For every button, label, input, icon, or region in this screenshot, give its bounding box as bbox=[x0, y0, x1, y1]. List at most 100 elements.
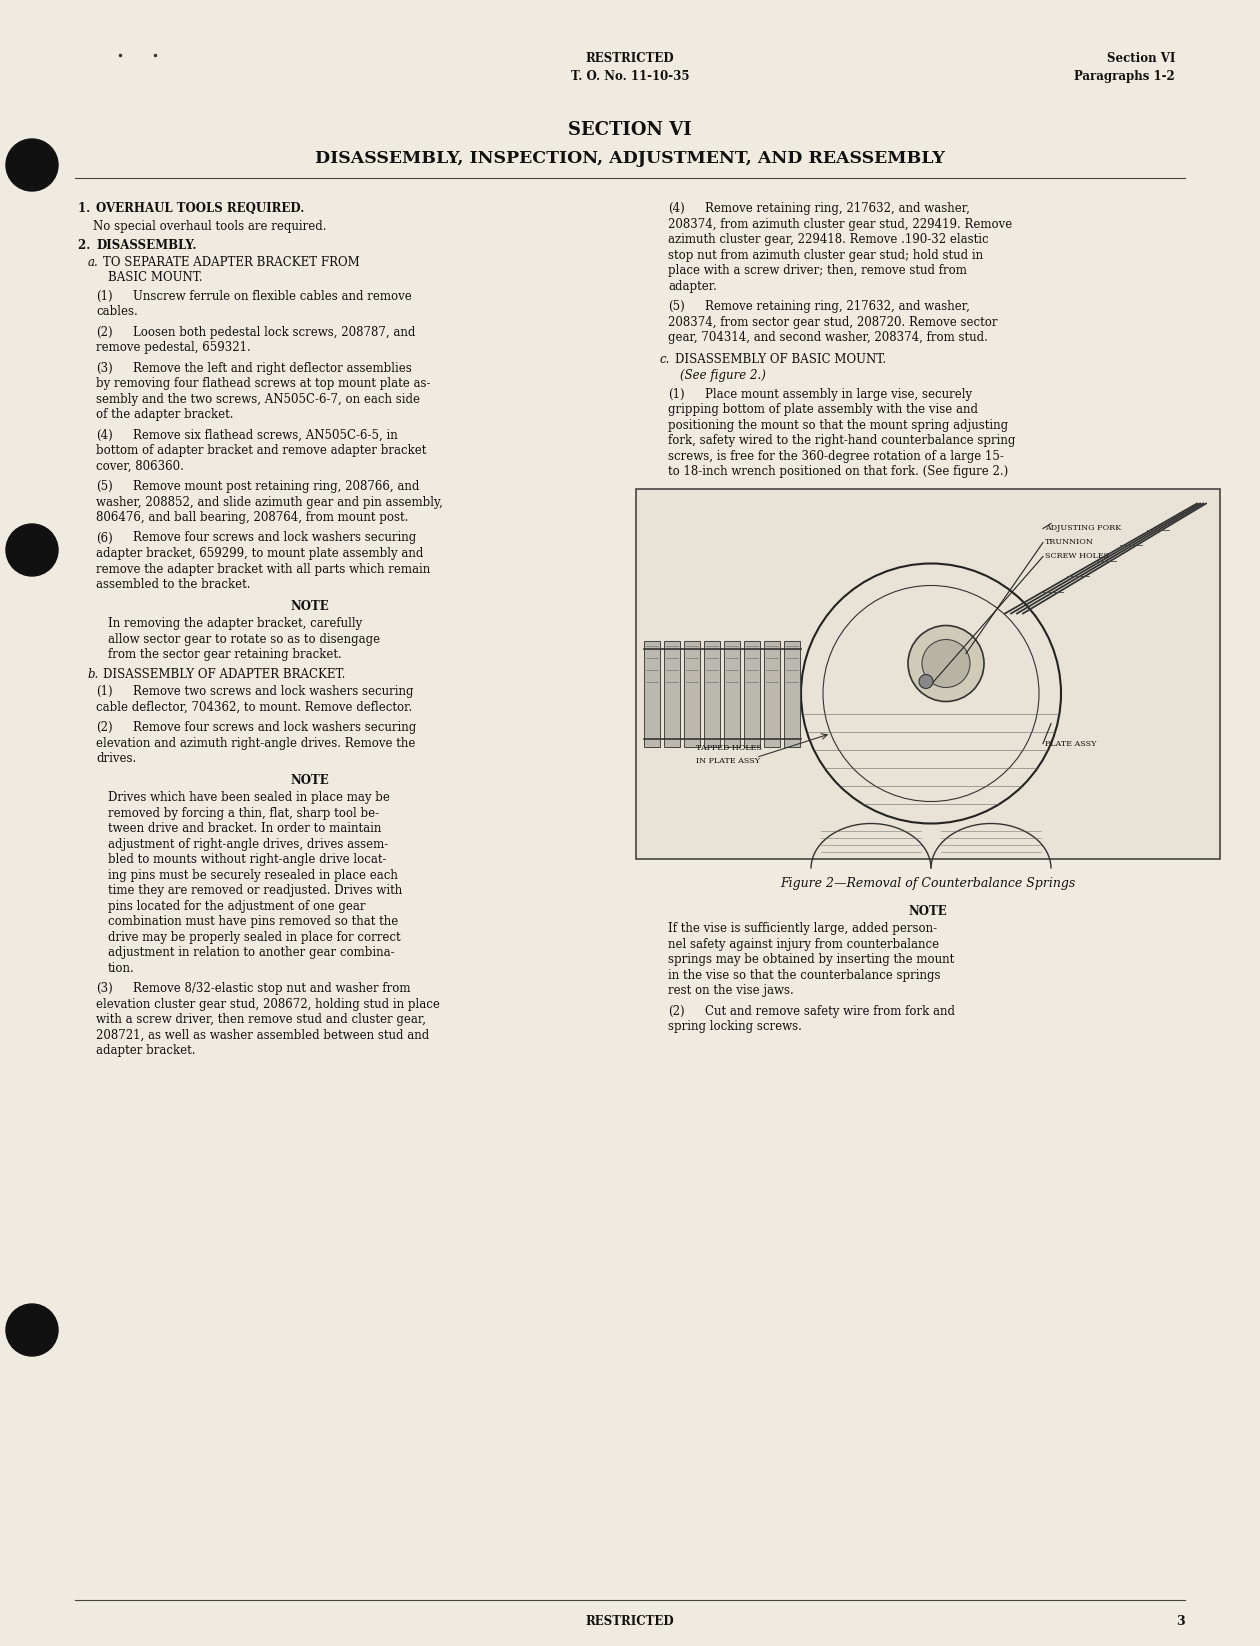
Text: Remove retaining ring, 217632, and washer,: Remove retaining ring, 217632, and washe… bbox=[706, 300, 970, 313]
Text: IN PLATE ASSY: IN PLATE ASSY bbox=[696, 757, 760, 764]
FancyBboxPatch shape bbox=[636, 489, 1220, 859]
Text: DISASSEMBLY, INSPECTION, ADJUSTMENT, AND REASSEMBLY: DISASSEMBLY, INSPECTION, ADJUSTMENT, AND… bbox=[315, 150, 945, 166]
Text: T. O. No. 11-10-35: T. O. No. 11-10-35 bbox=[571, 69, 689, 82]
Text: remove pedestal, 659321.: remove pedestal, 659321. bbox=[96, 341, 251, 354]
Circle shape bbox=[6, 523, 58, 576]
Text: (2): (2) bbox=[96, 326, 112, 339]
Text: cable deflector, 704362, to mount. Remove deflector.: cable deflector, 704362, to mount. Remov… bbox=[96, 701, 412, 713]
Text: to 18-inch wrench positioned on that fork. (See figure 2.): to 18-inch wrench positioned on that for… bbox=[668, 466, 1008, 477]
Text: Section VI: Section VI bbox=[1106, 51, 1176, 64]
Text: combination must have pins removed so that the: combination must have pins removed so th… bbox=[108, 915, 398, 928]
Text: adjustment of right-angle drives, drives assem-: adjustment of right-angle drives, drives… bbox=[108, 838, 388, 851]
Text: RESTRICTED: RESTRICTED bbox=[586, 1615, 674, 1628]
Text: remove the adapter bracket with all parts which remain: remove the adapter bracket with all part… bbox=[96, 563, 430, 576]
Circle shape bbox=[919, 675, 932, 688]
Text: BASIC MOUNT.: BASIC MOUNT. bbox=[108, 272, 203, 285]
Text: 3: 3 bbox=[1177, 1615, 1184, 1628]
Text: Loosen both pedestal lock screws, 208787, and: Loosen both pedestal lock screws, 208787… bbox=[134, 326, 416, 339]
Text: bottom of adapter bracket and remove adapter bracket: bottom of adapter bracket and remove ada… bbox=[96, 444, 426, 458]
Text: 208374, from azimuth cluster gear stud, 229419. Remove: 208374, from azimuth cluster gear stud, … bbox=[668, 217, 1012, 230]
Text: cables.: cables. bbox=[96, 305, 137, 318]
Text: (1): (1) bbox=[96, 685, 112, 698]
Text: a.: a. bbox=[88, 255, 98, 268]
Circle shape bbox=[6, 1304, 58, 1356]
Text: tion.: tion. bbox=[108, 961, 135, 974]
Text: rest on the vise jaws.: rest on the vise jaws. bbox=[668, 984, 794, 997]
Text: SECTION VI: SECTION VI bbox=[568, 122, 692, 138]
Text: (2): (2) bbox=[668, 1004, 684, 1017]
Text: NOTE: NOTE bbox=[291, 774, 329, 787]
Text: PLATE ASSY: PLATE ASSY bbox=[1045, 739, 1096, 747]
Text: elevation cluster gear stud, 208672, holding stud in place: elevation cluster gear stud, 208672, hol… bbox=[96, 997, 440, 1011]
Text: Figure 2—Removal of Counterbalance Springs: Figure 2—Removal of Counterbalance Sprin… bbox=[780, 877, 1076, 889]
Text: removed by forcing a thin, flat, sharp tool be-: removed by forcing a thin, flat, sharp t… bbox=[108, 807, 379, 820]
Text: 806476, and ball bearing, 208764, from mount post.: 806476, and ball bearing, 208764, from m… bbox=[96, 510, 408, 523]
Text: Cut and remove safety wire from fork and: Cut and remove safety wire from fork and bbox=[706, 1004, 955, 1017]
Text: NOTE: NOTE bbox=[908, 905, 948, 917]
Text: b.: b. bbox=[88, 668, 100, 680]
Text: (See figure 2.): (See figure 2.) bbox=[680, 369, 766, 382]
Text: Remove the left and right deflector assemblies: Remove the left and right deflector asse… bbox=[134, 362, 412, 375]
Circle shape bbox=[922, 640, 970, 688]
Text: adapter.: adapter. bbox=[668, 280, 717, 293]
Bar bbox=[684, 640, 701, 747]
Text: NOTE: NOTE bbox=[291, 599, 329, 612]
Text: of the adapter bracket.: of the adapter bracket. bbox=[96, 408, 233, 421]
Text: (1): (1) bbox=[96, 290, 112, 303]
Text: SCREW HOLES: SCREW HOLES bbox=[1045, 553, 1109, 561]
Bar bbox=[638, 489, 1218, 858]
Bar bbox=[704, 640, 719, 747]
Text: (2): (2) bbox=[96, 721, 112, 734]
Text: place with a screw driver; then, remove stud from: place with a screw driver; then, remove … bbox=[668, 263, 966, 277]
Text: washer, 208852, and slide azimuth gear and pin assembly,: washer, 208852, and slide azimuth gear a… bbox=[96, 495, 442, 509]
Text: assembled to the bracket.: assembled to the bracket. bbox=[96, 578, 251, 591]
Text: OVERHAUL TOOLS REQUIRED.: OVERHAUL TOOLS REQUIRED. bbox=[96, 202, 305, 216]
Text: c.: c. bbox=[660, 352, 670, 365]
Text: 2.: 2. bbox=[78, 239, 94, 252]
Circle shape bbox=[908, 625, 984, 701]
Text: fork, safety wired to the right-hand counterbalance spring: fork, safety wired to the right-hand cou… bbox=[668, 435, 1016, 448]
Text: Unscrew ferrule on flexible cables and remove: Unscrew ferrule on flexible cables and r… bbox=[134, 290, 412, 303]
Text: drive may be properly sealed in place for correct: drive may be properly sealed in place fo… bbox=[108, 930, 401, 943]
Text: (5): (5) bbox=[96, 481, 112, 494]
Text: DISASSEMBLY.: DISASSEMBLY. bbox=[96, 239, 197, 252]
Text: 208374, from sector gear stud, 208720. Remove sector: 208374, from sector gear stud, 208720. R… bbox=[668, 316, 998, 329]
Bar bbox=[784, 640, 800, 747]
Text: stop nut from azimuth cluster gear stud; hold stud in: stop nut from azimuth cluster gear stud;… bbox=[668, 249, 983, 262]
Bar bbox=[743, 640, 760, 747]
Text: with a screw driver, then remove stud and cluster gear,: with a screw driver, then remove stud an… bbox=[96, 1012, 426, 1025]
Text: nel safety against injury from counterbalance: nel safety against injury from counterba… bbox=[668, 938, 939, 950]
Text: RESTRICTED: RESTRICTED bbox=[586, 51, 674, 64]
Text: springs may be obtained by inserting the mount: springs may be obtained by inserting the… bbox=[668, 953, 954, 966]
Text: pins located for the adjustment of one gear: pins located for the adjustment of one g… bbox=[108, 899, 365, 912]
Text: bled to mounts without right-angle drive locat-: bled to mounts without right-angle drive… bbox=[108, 853, 387, 866]
Bar bbox=[644, 640, 660, 747]
Text: Remove 8/32-elastic stop nut and washer from: Remove 8/32-elastic stop nut and washer … bbox=[134, 983, 411, 994]
Text: In removing the adapter bracket, carefully: In removing the adapter bracket, careful… bbox=[108, 617, 363, 630]
Text: in the vise so that the counterbalance springs: in the vise so that the counterbalance s… bbox=[668, 968, 940, 981]
Text: spring locking screws.: spring locking screws. bbox=[668, 1021, 801, 1034]
Text: (6): (6) bbox=[96, 532, 112, 545]
Text: gear, 704314, and second washer, 208374, from stud.: gear, 704314, and second washer, 208374,… bbox=[668, 331, 988, 344]
Text: Remove mount post retaining ring, 208766, and: Remove mount post retaining ring, 208766… bbox=[134, 481, 420, 494]
Text: DISASSEMBLY OF ADAPTER BRACKET.: DISASSEMBLY OF ADAPTER BRACKET. bbox=[103, 668, 345, 680]
Text: TRUNNION: TRUNNION bbox=[1045, 538, 1094, 546]
Text: (5): (5) bbox=[668, 300, 684, 313]
Text: Remove retaining ring, 217632, and washer,: Remove retaining ring, 217632, and washe… bbox=[706, 202, 970, 216]
Text: 208721, as well as washer assembled between stud and: 208721, as well as washer assembled betw… bbox=[96, 1029, 430, 1042]
Text: TO SEPARATE ADAPTER BRACKET FROM: TO SEPARATE ADAPTER BRACKET FROM bbox=[103, 255, 360, 268]
Text: If the vise is sufficiently large, added person-: If the vise is sufficiently large, added… bbox=[668, 922, 937, 935]
Text: Paragraphs 1-2: Paragraphs 1-2 bbox=[1075, 69, 1176, 82]
Text: gripping bottom of plate assembly with the vise and: gripping bottom of plate assembly with t… bbox=[668, 403, 978, 416]
Text: sembly and the two screws, AN505C-6-7, on each side: sembly and the two screws, AN505C-6-7, o… bbox=[96, 392, 420, 405]
Circle shape bbox=[6, 138, 58, 191]
Text: (3): (3) bbox=[96, 983, 112, 994]
Text: elevation and azimuth right-angle drives. Remove the: elevation and azimuth right-angle drives… bbox=[96, 736, 416, 749]
Text: azimuth cluster gear, 229418. Remove .190-32 elastic: azimuth cluster gear, 229418. Remove .19… bbox=[668, 234, 989, 245]
Text: Drives which have been sealed in place may be: Drives which have been sealed in place m… bbox=[108, 792, 389, 803]
Bar bbox=[724, 640, 740, 747]
Text: time they are removed or readjusted. Drives with: time they are removed or readjusted. Dri… bbox=[108, 884, 402, 897]
Text: adjustment in relation to another gear combina-: adjustment in relation to another gear c… bbox=[108, 946, 394, 960]
Text: from the sector gear retaining bracket.: from the sector gear retaining bracket. bbox=[108, 649, 341, 662]
Text: Place mount assembly in large vise, securely: Place mount assembly in large vise, secu… bbox=[706, 387, 973, 400]
